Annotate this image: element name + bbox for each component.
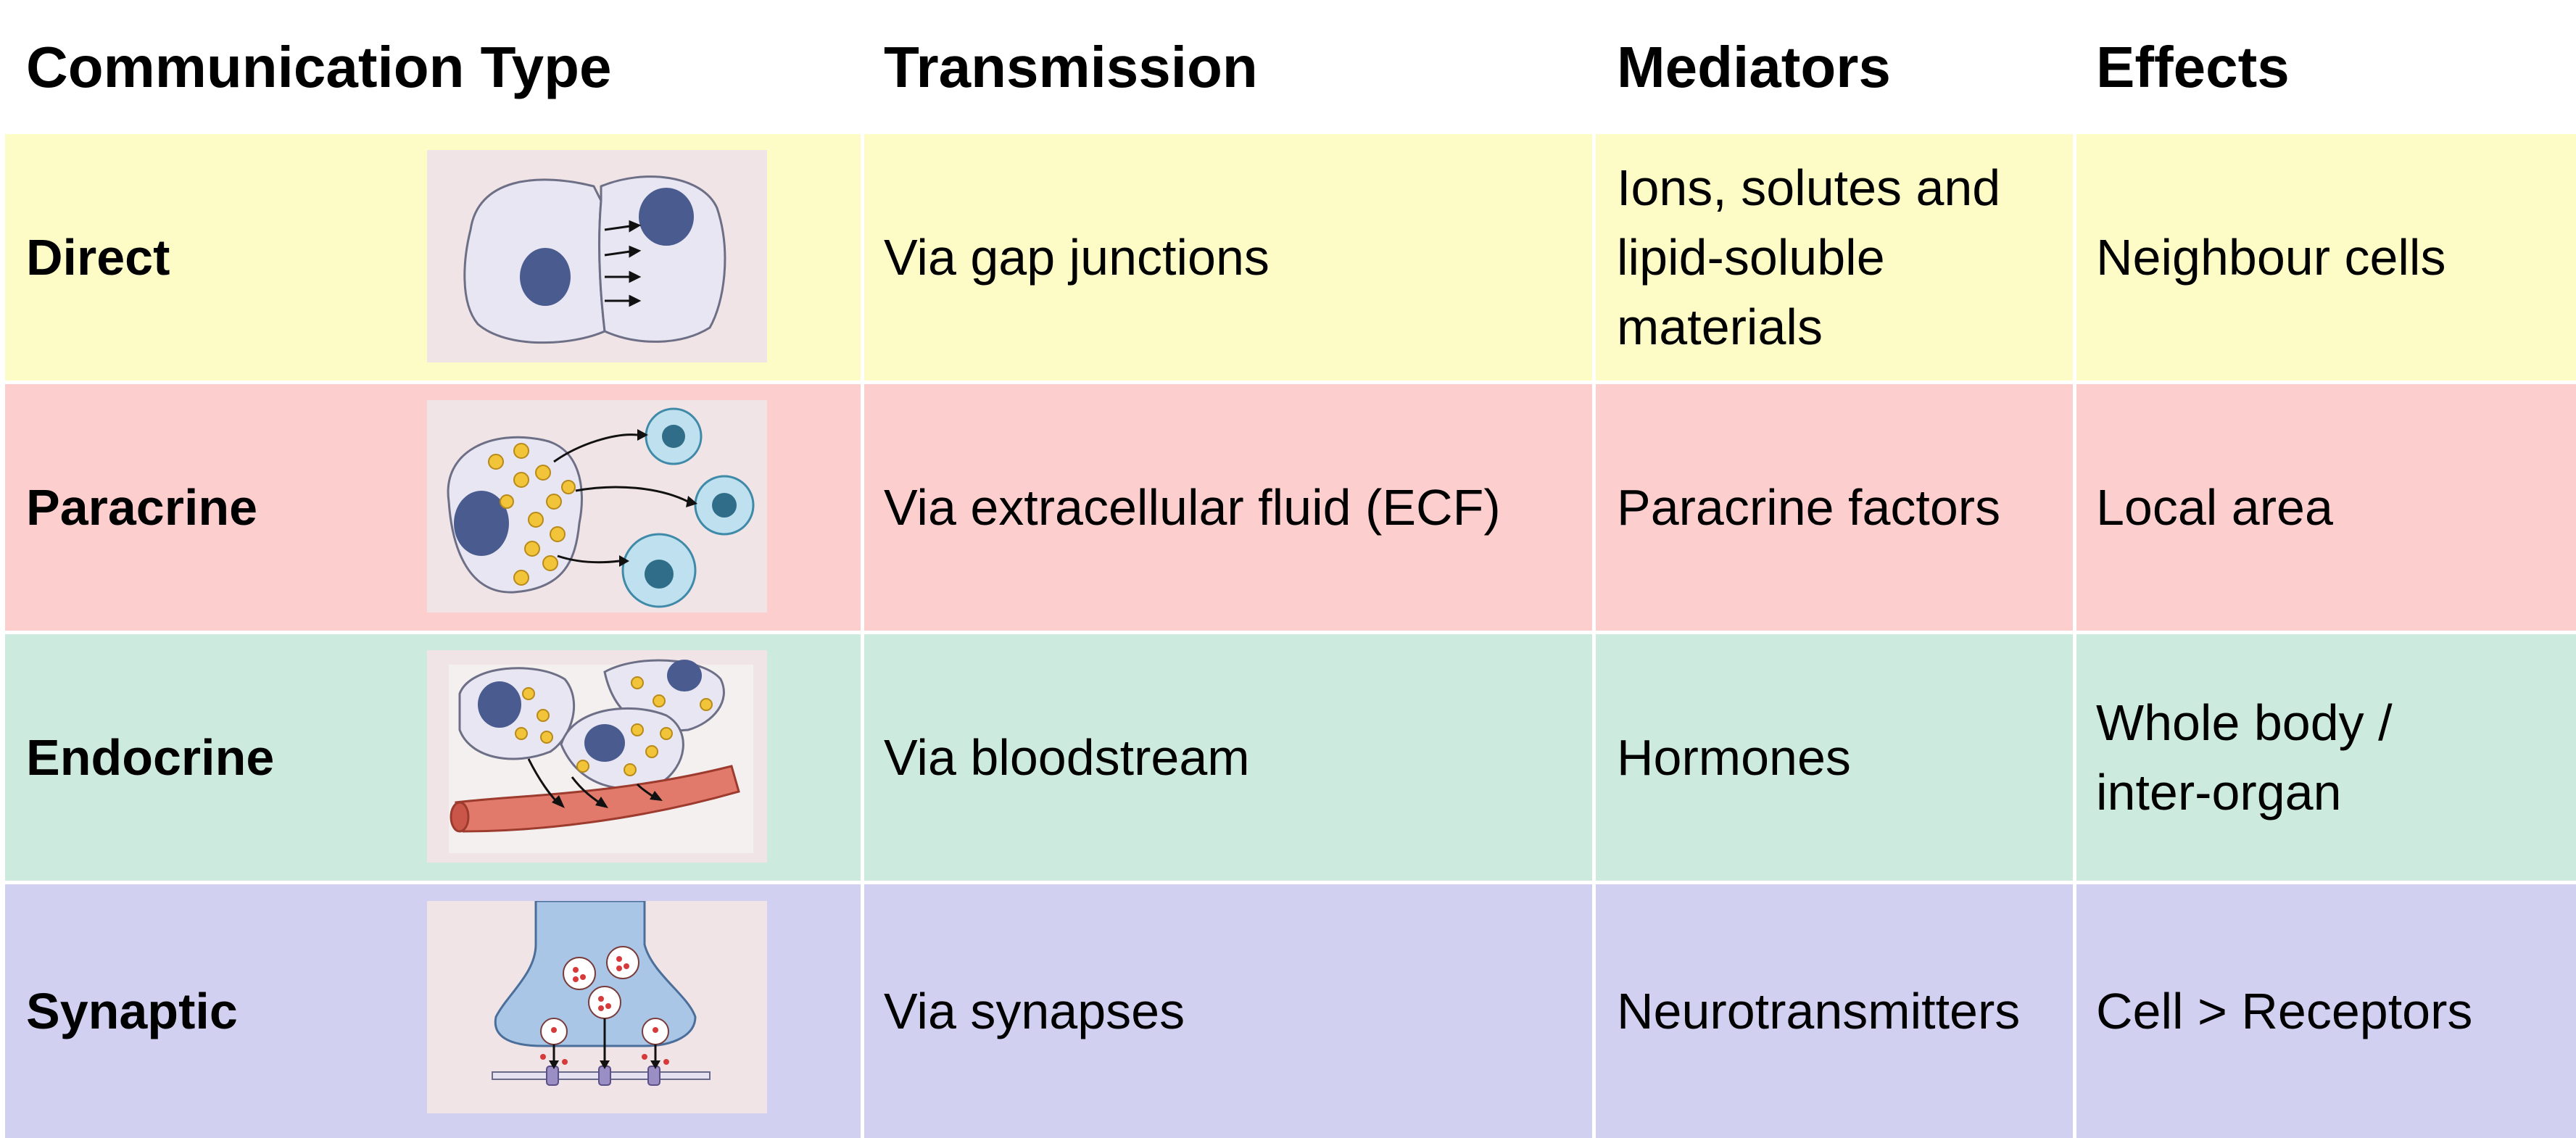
endocrine-signaling-icon [427,650,767,863]
table-row-endocrine: Endocrine [5,634,2576,881]
column-divider [861,134,864,1138]
gap-junction-cells-icon [427,150,767,362]
mediators-cell: Hormones [1617,729,1851,786]
mediators-cell: Neurotransmitters [1617,983,2021,1039]
effects-cell: Neighbour cells [2096,229,2446,286]
paracrine-signaling-icon [427,400,767,612]
row-label: Paracrine [26,479,258,536]
row-label: Endocrine [26,729,275,786]
transmission-cell: Via bloodstream [884,729,1250,786]
mediators-cell: Ions, solutes and lipid-soluble material… [1617,159,2001,355]
table-row-direct: Direct Via gap junctions Ions, solutes a… [5,134,2576,381]
effects-cell: Whole body / inter-organ [2096,694,2393,821]
header-effects: Effects [2096,34,2290,99]
row-divider [0,881,2576,884]
column-divider [2073,134,2076,1138]
column-divider [1592,134,1596,1138]
transmission-cell: Via synapses [884,983,1185,1039]
table-row-synaptic: Synaptic [5,884,2576,1138]
row-label: Synaptic [26,983,238,1039]
mediators-cell: Paracrine factors [1617,479,2001,536]
header-mediators: Mediators [1617,34,1891,99]
row-divider [0,381,2576,384]
header-communication-type: Communication Type [26,34,612,99]
row-label: Direct [26,229,170,286]
row-divider [0,631,2576,634]
transmission-cell: Via gap junctions [884,229,1270,286]
transmission-cell: Via extracellular fluid (ECF) [884,479,1501,536]
header-transmission: Transmission [884,34,1258,99]
synapse-icon [427,901,767,1113]
effects-cell: Local area [2096,479,2333,536]
table-row-paracrine: Paracrine [5,384,2576,631]
effects-cell: Cell > Receptors [2096,983,2473,1039]
